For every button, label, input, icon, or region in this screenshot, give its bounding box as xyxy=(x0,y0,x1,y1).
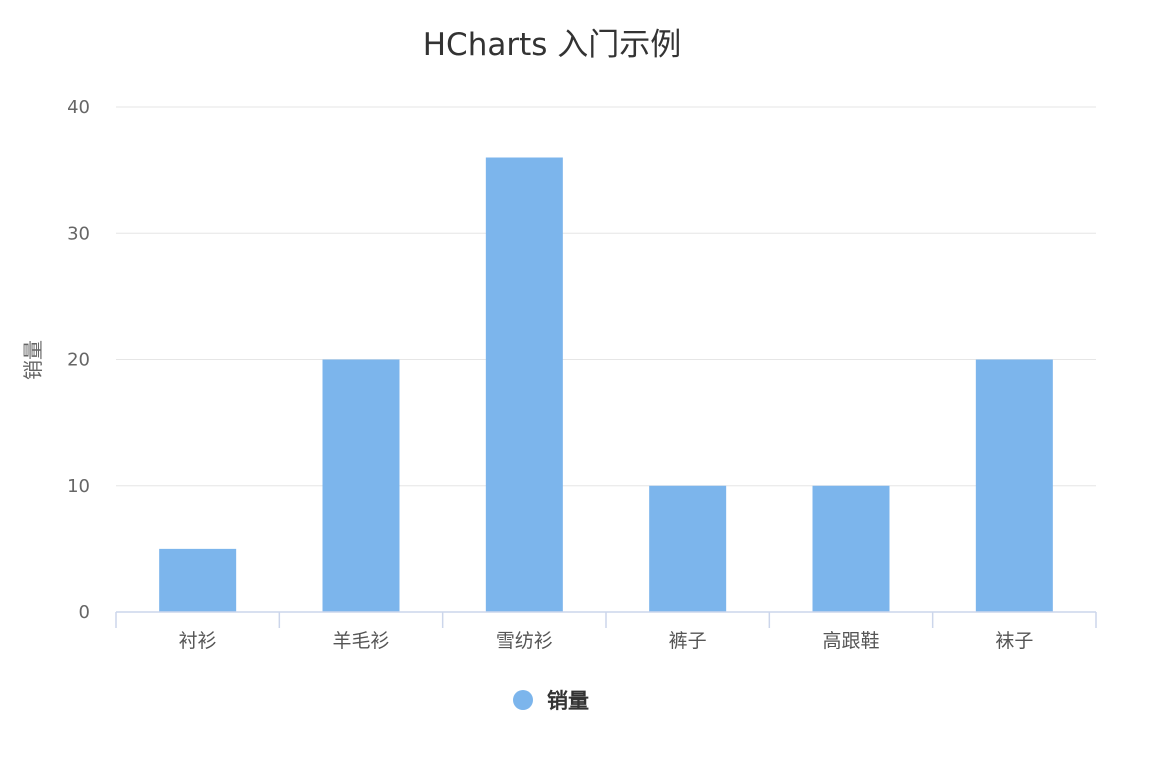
legend-item-label[interactable]: 销量 xyxy=(547,689,589,713)
bar[interactable] xyxy=(322,359,400,613)
x-category-label: 袜子 xyxy=(995,630,1033,652)
x-category-label: 裤子 xyxy=(669,630,707,652)
x-category-label: 高跟鞋 xyxy=(822,630,879,652)
x-category-label: 羊毛衫 xyxy=(332,630,389,652)
chart-title: HCharts 入门示例 xyxy=(423,27,682,63)
x-axis-categories: 衬衫 羊毛衫 雪纺衫 裤子 高跟鞋 袜子 xyxy=(179,630,1034,652)
bars xyxy=(159,157,1053,613)
grid-lines xyxy=(116,106,1096,487)
x-axis xyxy=(115,611,1097,628)
y-tick-label: 30 xyxy=(67,223,90,244)
legend-marker-icon[interactable] xyxy=(513,690,533,710)
x-category-label: 衬衫 xyxy=(179,630,217,652)
x-category-label: 雪纺衫 xyxy=(496,630,553,652)
bar[interactable] xyxy=(975,359,1053,613)
bar[interactable] xyxy=(159,548,237,612)
y-axis-ticks: 0 10 20 30 40 xyxy=(67,97,90,623)
bar[interactable] xyxy=(485,157,563,613)
bar[interactable] xyxy=(812,485,890,612)
bar[interactable] xyxy=(649,485,727,612)
legend[interactable]: 销量 xyxy=(513,689,589,713)
y-tick-label: 40 xyxy=(67,97,90,118)
y-axis-label: 销量 xyxy=(21,340,45,380)
y-tick-label: 20 xyxy=(67,350,90,371)
y-tick-label: 10 xyxy=(67,476,90,497)
y-tick-label: 0 xyxy=(79,602,90,623)
